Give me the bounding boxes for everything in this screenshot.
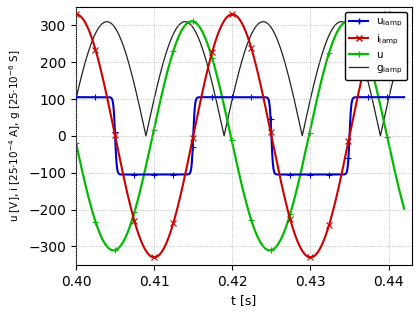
Legend: u$_\mathregular{lamp}$, i$_\mathregular{lamp}$, u, g$_\mathregular{lamp}$: u$_\mathregular{lamp}$, i$_\mathregular{… xyxy=(345,12,407,80)
Y-axis label: u [V], i [25·10$^{-4}$ A], g [25·10$^{-6}$ S]: u [V], i [25·10$^{-4}$ A], g [25·10$^{-6… xyxy=(7,50,23,222)
X-axis label: t [s]: t [s] xyxy=(231,294,257,307)
